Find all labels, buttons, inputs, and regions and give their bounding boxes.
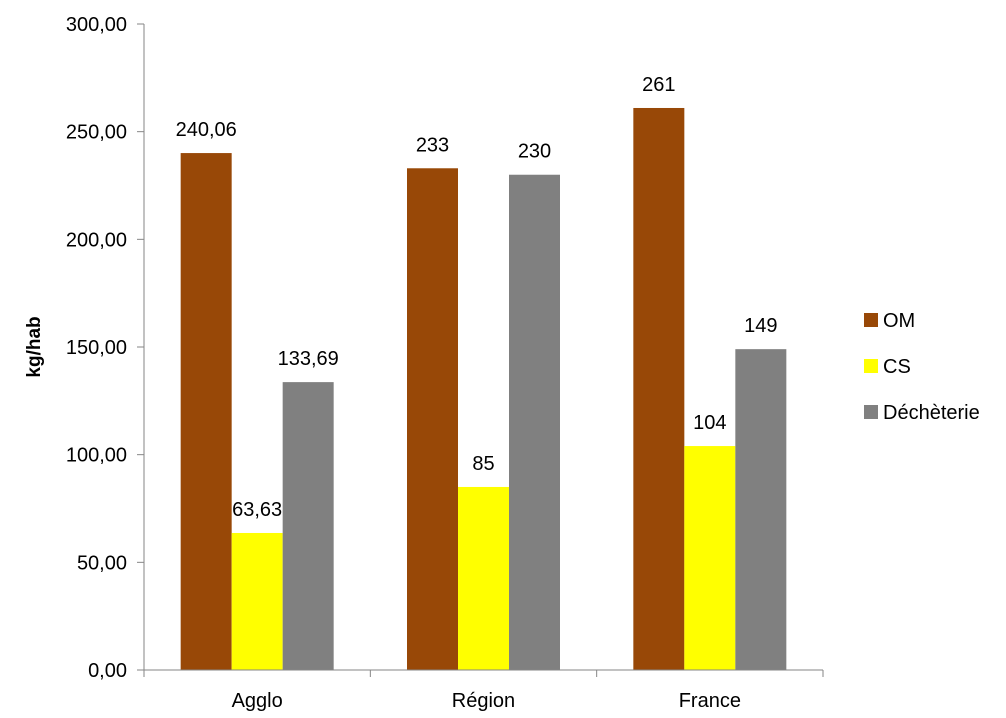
x-tick-label: Région [452,690,515,712]
bar-cs-2 [684,446,736,670]
y-tick-label: 100,00 [66,445,127,467]
legend-swatch [864,313,878,327]
y-tick-label: 0,00 [88,660,127,682]
bar-cs-0 [231,532,283,670]
y-axis-ticks: 0,00 50,00 100,00 150,00 200,00 250,00 300,00 [66,14,144,682]
y-tick-label: 250,00 [66,122,127,144]
legend-label: CS [883,356,911,378]
data-label: 261 [642,74,675,96]
bar-om-2 [633,107,685,671]
bar-d-ch-terie-1 [509,174,560,670]
bars [180,107,787,671]
y-axis-title: kg/hab [24,316,45,377]
y-tick-label: 150,00 [66,337,127,359]
data-label: 233 [416,134,449,156]
data-label: 240,06 [176,119,237,141]
x-axis-ticks: Agglo Région France [143,670,824,712]
y-tick-label: 300,00 [66,14,127,36]
y-tick-label: 50,00 [77,552,127,574]
y-tick-label: 200,00 [66,229,127,251]
legend-swatch [864,359,878,373]
data-labels: 240,06 63,63 133,69 233 85 230 261 104 149 [176,74,778,521]
bar-cs-1 [458,486,509,670]
bar-d-ch-terie-2 [735,349,787,670]
legend-label: OM [883,310,915,332]
legend-swatch [864,405,878,419]
x-tick-label: Agglo [232,690,283,712]
legend: OM CS Déchèterie [864,310,980,424]
data-label: 133,69 [278,348,339,370]
x-tick-label: France [679,690,741,712]
data-label: 85 [472,453,494,475]
data-label: 63,63 [232,499,282,521]
data-label: 149 [744,315,777,337]
axes [143,24,823,671]
data-label: 104 [693,412,726,434]
bar-om-1 [407,168,458,671]
legend-label: Déchèterie [883,402,980,424]
bar-om-0 [180,153,232,670]
data-label: 230 [518,141,551,163]
bar-d-ch-terie-0 [282,382,334,670]
